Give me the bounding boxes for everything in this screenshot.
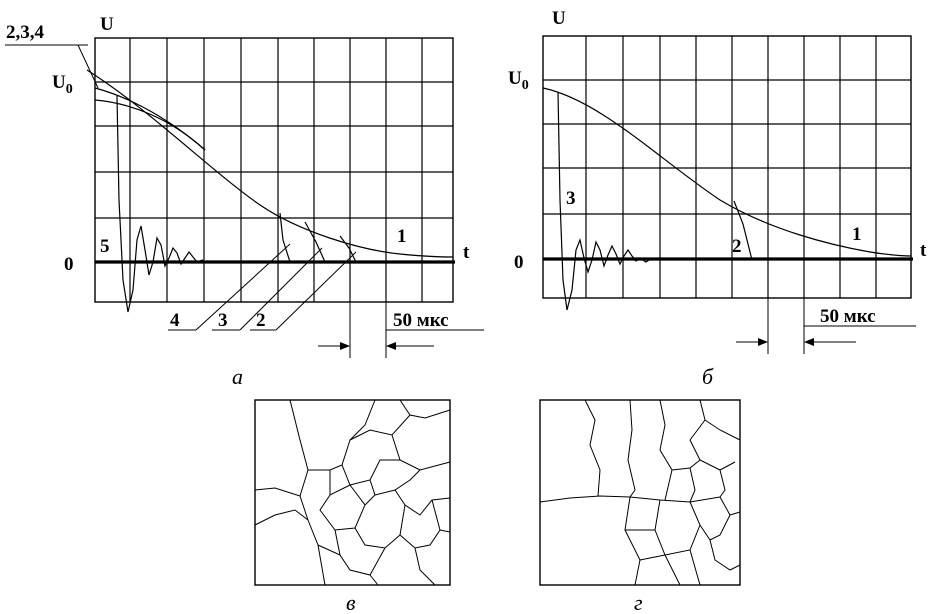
- u0-label-b: U0: [508, 68, 529, 93]
- curve-2-b: [733, 200, 753, 261]
- scale-arrowhead-right-b: [804, 338, 814, 346]
- curve-label-4-a: 4: [170, 310, 180, 331]
- scale-arrowhead-left-b: [758, 338, 768, 346]
- grain-boundaries-v: [254, 399, 451, 586]
- curve-label-5-a: 5: [100, 236, 110, 257]
- caption-b: б: [702, 364, 714, 389]
- grid-a: [95, 38, 453, 302]
- caption-g: г: [634, 590, 643, 614]
- frame-a: [94, 37, 454, 303]
- grid-b: [543, 36, 911, 298]
- curve-2-3-4-upper-a: [94, 87, 206, 151]
- scale-label-b: 50 мкс: [820, 306, 876, 327]
- grain-boundaries-g: [539, 399, 741, 586]
- y-axis-label-b: U: [552, 8, 566, 29]
- leader-2: [275, 251, 357, 331]
- curve-label-3-b: 3: [566, 188, 576, 209]
- t-label-b: t: [920, 240, 927, 261]
- curve-1-a: [86, 69, 454, 258]
- caption-v: в: [346, 590, 356, 614]
- curve-4-a: [279, 212, 291, 263]
- t-label-a: t: [463, 242, 470, 263]
- leader-4: [195, 243, 291, 331]
- curve-2-a: [339, 235, 357, 263]
- y-axis-label-a: U: [100, 14, 114, 35]
- micrograph-g: г: [539, 399, 741, 614]
- curve-3-a: [304, 221, 326, 263]
- leader-corner-slope-a: [77, 44, 99, 89]
- curve-3-b: [557, 91, 659, 311]
- scale-arrowhead-right-a: [386, 342, 396, 350]
- u0-label-a: U0: [52, 72, 73, 97]
- leader-3: [239, 247, 323, 331]
- micrograph-frame-v: [254, 399, 451, 586]
- frame-b: [542, 35, 912, 299]
- curve-label-1-a: 1: [397, 226, 407, 247]
- curve-label-2-a: 2: [256, 310, 266, 331]
- zero-label-a: 0: [64, 254, 74, 275]
- curve-label-3-a: 3: [218, 310, 228, 331]
- zero-label-b: 0: [514, 252, 524, 273]
- chart-panel-b: U U0 0 t 3 2 1 50 мкс б: [508, 8, 927, 389]
- curve-2-3-4-branch-a: [94, 99, 206, 151]
- chart-panel-a: U 2,3,4 U0 0 t 5 1 4 3 2 50 мкс а: [5, 14, 484, 389]
- micrograph-frame-g: [539, 399, 741, 586]
- curve-1-b: [542, 87, 912, 257]
- scale-label-a: 50 мкс: [393, 310, 449, 331]
- curve-label-2-b: 2: [732, 236, 742, 257]
- curve-label-1-b: 1: [852, 224, 862, 245]
- micrograph-v: в: [254, 399, 451, 614]
- corner-label-a: 2,3,4: [6, 22, 45, 43]
- scale-arrowhead-left-a: [340, 342, 350, 350]
- curve-5-a: [116, 95, 204, 313]
- caption-a: а: [232, 364, 243, 389]
